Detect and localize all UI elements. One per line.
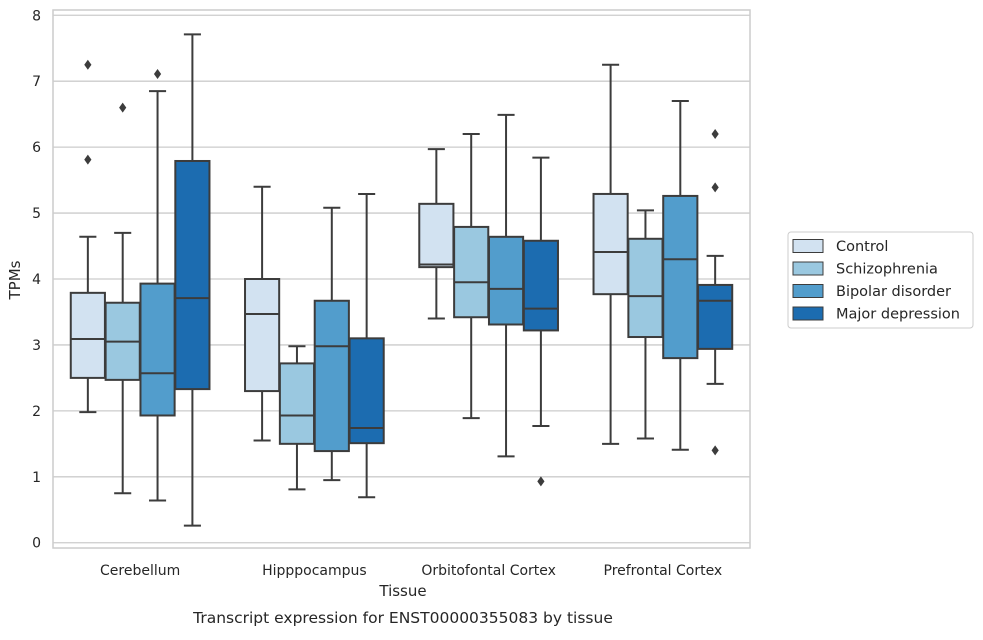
outlier-point <box>711 128 719 139</box>
tick-layer: 0 1 2 3 4 5 6 7 8 Cerebellum Hipppocampus Orbitofon… <box>32 8 722 579</box>
box-bipolar-disorder <box>662 99 699 451</box>
box-schizophrenia <box>104 102 141 495</box>
box-control <box>418 148 455 320</box>
x-tick-label: Prefrontal Cortex <box>604 563 723 579</box>
outlier-point <box>711 445 719 456</box>
x-axis-label: Tissue <box>378 582 426 600</box>
iqr-box <box>627 237 664 339</box>
legend-label: Schizophrenia <box>836 262 938 278</box>
y-tick-label: 6 <box>32 140 41 156</box>
legend-label: Bipolar disorder <box>836 284 951 300</box>
legend-swatch <box>792 306 824 321</box>
outlier-point <box>537 476 545 487</box>
iqr-box <box>487 235 525 326</box>
y-tick-label: 2 <box>32 404 41 420</box>
y-tick-label: 5 <box>32 206 41 222</box>
box-control <box>592 63 629 445</box>
box-schizophrenia <box>453 132 490 420</box>
plot-frame <box>52 9 751 549</box>
box-major-depression <box>697 128 734 456</box>
y-tick-label: 7 <box>32 74 41 90</box>
iqr-box <box>139 282 176 417</box>
x-tick-label: Cerebellum <box>100 563 180 579</box>
box-major-depression <box>174 33 211 527</box>
y-tick-label: 0 <box>32 536 41 552</box>
outlier-point <box>711 182 719 193</box>
iqr-box <box>278 362 316 445</box>
box-control <box>69 59 106 414</box>
iqr-box <box>174 159 211 391</box>
iqr-box <box>69 291 106 379</box>
box-bipolar-disorder <box>139 68 176 502</box>
x-tick-label: Orbitofontal Cortex <box>421 563 556 579</box>
legend-swatch <box>792 261 824 276</box>
box-major-depression <box>348 192 385 499</box>
iqr-box <box>453 225 490 319</box>
y-tick-label: 8 <box>32 8 41 24</box>
legend-frame <box>787 231 974 329</box>
y-axis-label: TPMs <box>6 260 24 300</box>
iqr-box <box>418 202 455 269</box>
iqr-box <box>697 283 734 350</box>
iqr-box <box>662 194 699 360</box>
legend: Control Schizophrenia Bipolar disorder Majo… <box>787 231 974 329</box>
y-tick-label: 1 <box>32 470 41 486</box>
box-control <box>244 185 281 442</box>
iqr-box <box>592 192 629 296</box>
box-major-depression <box>522 156 559 487</box>
iqr-box <box>522 239 559 332</box>
iqr-box <box>244 278 281 393</box>
outlier-point <box>119 102 127 113</box>
box-bipolar-disorder <box>487 113 525 458</box>
iqr-box <box>348 337 385 445</box>
box-schizophrenia <box>278 345 316 491</box>
iqr-box <box>313 299 350 453</box>
outlier-point <box>153 68 162 79</box>
legend-label: Control <box>836 239 888 255</box>
chart-caption: Transcript expression for ENST0000035508… <box>192 609 613 627</box>
legend-swatch <box>792 239 824 253</box>
box-layer <box>69 33 734 527</box>
legend-label: Major depression <box>836 307 960 323</box>
legend-swatch <box>792 284 824 298</box>
x-tick-label: Hipppocampus <box>262 563 367 579</box>
box-schizophrenia <box>627 209 664 440</box>
y-tick-label: 3 <box>32 338 41 354</box>
outlier-point <box>84 59 92 70</box>
legend-items: Control Schizophrenia Bipolar disorder Majo… <box>792 239 960 323</box>
box-bipolar-disorder <box>313 206 350 482</box>
y-tick-label: 4 <box>32 272 41 288</box>
outlier-point <box>84 154 92 165</box>
